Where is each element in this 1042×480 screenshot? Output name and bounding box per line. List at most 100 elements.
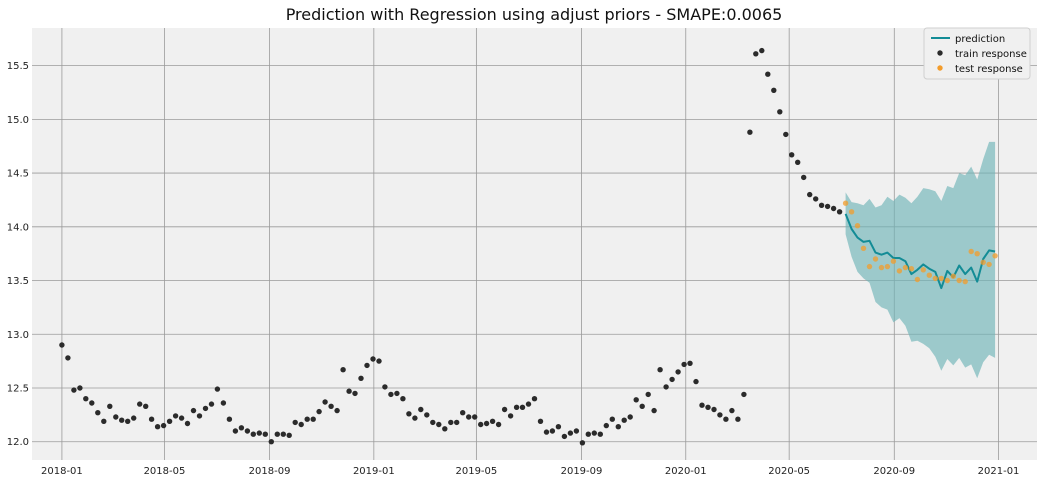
train-point xyxy=(250,431,256,437)
x-tick-label: 2019-01 xyxy=(353,466,395,477)
train-point xyxy=(172,413,179,419)
train-point xyxy=(597,431,603,437)
test-point xyxy=(986,261,992,268)
train-point xyxy=(783,131,789,138)
train-point xyxy=(681,361,687,368)
train-point xyxy=(741,391,747,398)
train-point xyxy=(747,129,753,135)
y-axis-ticks: 12.0 12.5 13.0 13.5 14.0 14.5 15.0 15.5 xyxy=(7,61,29,448)
train-point xyxy=(657,367,663,373)
train-point xyxy=(334,407,340,414)
train-point xyxy=(531,396,538,402)
test-point xyxy=(944,277,950,284)
train-point xyxy=(711,406,717,413)
train-point xyxy=(777,109,783,115)
train-point xyxy=(717,412,723,418)
test-point xyxy=(902,264,909,271)
test-point xyxy=(848,209,855,215)
test-point xyxy=(872,256,879,262)
train-point xyxy=(489,418,496,424)
x-tick-label: 2020-01 xyxy=(665,466,707,477)
train-point xyxy=(59,342,65,348)
y-tick-label: 15.5 xyxy=(7,61,29,72)
train-point xyxy=(472,414,478,420)
x-tick-label: 2019-05 xyxy=(455,466,497,477)
train-point xyxy=(220,400,227,406)
train-point xyxy=(113,414,119,420)
test-point xyxy=(914,276,921,283)
train-point xyxy=(418,406,424,413)
train-point xyxy=(274,431,280,437)
train-point xyxy=(358,375,364,381)
train-point xyxy=(65,355,71,361)
y-tick-label: 14.0 xyxy=(7,222,29,233)
test-point xyxy=(860,245,867,251)
train-point xyxy=(101,418,107,424)
train-point xyxy=(160,422,167,429)
train-point xyxy=(651,407,657,414)
train-point xyxy=(406,411,412,417)
prediction-interval-layer xyxy=(845,141,996,379)
train-point xyxy=(645,391,651,398)
train-point xyxy=(125,418,131,424)
train-point xyxy=(202,405,209,412)
train-point xyxy=(478,421,484,428)
train-point xyxy=(543,429,550,435)
test-points-layer xyxy=(842,200,998,285)
test-point xyxy=(926,272,932,278)
train-point xyxy=(836,209,843,215)
train-point xyxy=(77,385,83,391)
train-point xyxy=(735,416,741,422)
grid-lines xyxy=(32,28,1037,460)
test-point xyxy=(854,223,861,229)
train-point xyxy=(705,404,711,410)
train-point xyxy=(424,412,430,418)
y-tick-label: 12.0 xyxy=(7,437,29,448)
train-point xyxy=(627,414,633,420)
train-point xyxy=(412,415,418,421)
train-point xyxy=(310,416,316,422)
train-point xyxy=(693,378,699,385)
train-point xyxy=(765,71,771,77)
test-point xyxy=(992,253,998,259)
legend-train-swatch xyxy=(937,50,943,56)
train-point xyxy=(561,433,568,440)
train-point xyxy=(723,416,729,422)
train-point xyxy=(83,396,89,402)
train-point xyxy=(370,356,376,362)
x-tick-label: 2018-01 xyxy=(41,466,83,477)
train-point xyxy=(292,419,298,426)
train-point xyxy=(615,424,621,430)
prediction-interval-band xyxy=(845,141,996,379)
train-point xyxy=(483,420,490,427)
test-point xyxy=(884,263,891,270)
test-point xyxy=(968,248,974,255)
train-point xyxy=(137,401,143,407)
plot-area xyxy=(32,28,1037,460)
test-point xyxy=(962,278,968,285)
train-point xyxy=(143,403,149,409)
train-point xyxy=(603,422,609,429)
train-point xyxy=(298,421,304,428)
legend-test-label: test response xyxy=(955,64,1023,75)
train-point xyxy=(687,360,693,366)
train-point xyxy=(364,362,370,369)
train-point xyxy=(340,367,346,373)
test-point xyxy=(932,275,938,282)
train-point xyxy=(382,384,388,390)
train-point xyxy=(214,386,221,392)
train-point xyxy=(771,87,777,94)
train-point xyxy=(442,426,448,432)
chart-title: Prediction with Regression using adjust … xyxy=(286,5,783,24)
train-point xyxy=(818,202,825,208)
train-point xyxy=(196,413,203,419)
x-tick-label: 2018-05 xyxy=(144,466,186,477)
train-point xyxy=(813,196,819,202)
train-point xyxy=(795,159,801,165)
train-point xyxy=(352,390,358,397)
train-point xyxy=(519,404,526,410)
train-point xyxy=(316,408,322,415)
legend: prediction train response test response xyxy=(923,27,1031,80)
train-point xyxy=(256,430,262,436)
